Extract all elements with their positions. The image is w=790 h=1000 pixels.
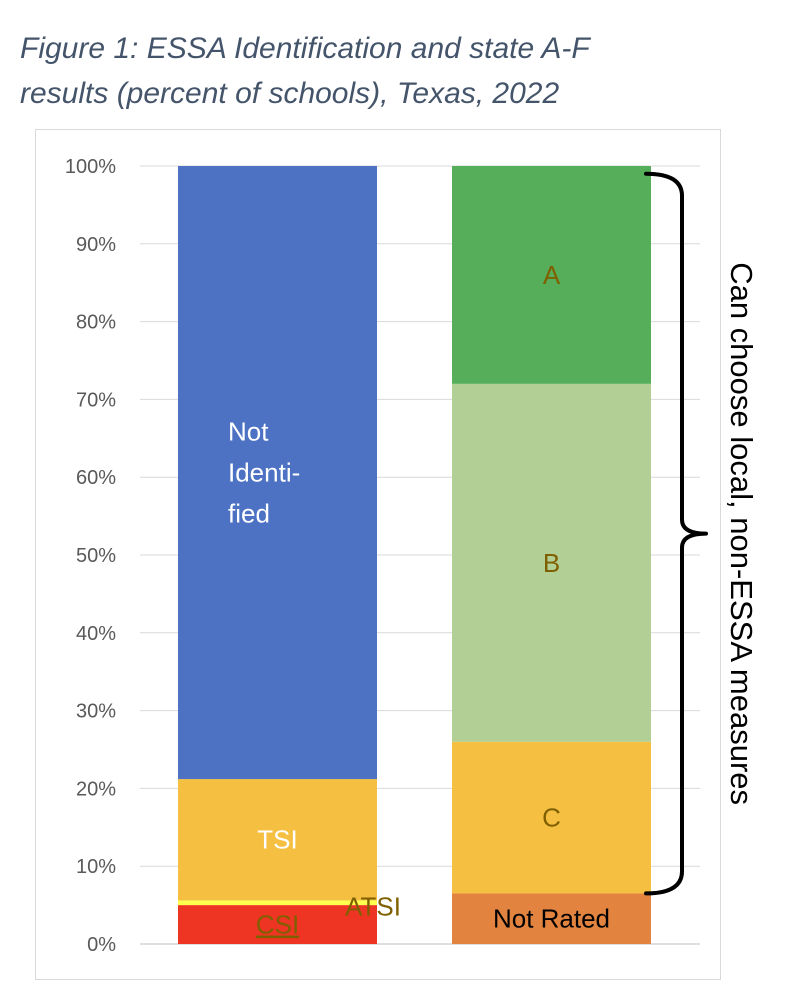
bars: [178, 166, 651, 944]
segment-label-line: Not: [228, 417, 269, 447]
y-tick-label: 80%: [76, 312, 116, 334]
bar-segment: [452, 741, 651, 894]
curly-brace: [644, 171, 708, 896]
segment-label: C: [542, 803, 561, 833]
bar-segment: [178, 166, 377, 780]
y-tick-label: 70%: [76, 389, 116, 411]
y-tick-label: 0%: [87, 934, 116, 956]
figure-title-line-2: results (percent of schools), Texas, 202…: [20, 77, 560, 110]
annotation-label: Can choose local, non-ESSA measures: [724, 262, 759, 805]
bar-segment: [178, 900, 377, 906]
y-tick-label: 100%: [65, 156, 116, 178]
bar-segment: [452, 893, 651, 944]
segment-label: TSI: [257, 825, 297, 855]
bar-segment: [178, 779, 377, 901]
segment-label-line: fied: [228, 499, 270, 529]
y-tick-label: 10%: [76, 856, 116, 878]
segment-label: Not Rated: [493, 904, 610, 934]
y-tick-label: 40%: [76, 623, 116, 645]
figure-title-line-1: Figure 1: ESSA Identification and state …: [20, 32, 590, 65]
segment-label-line: Identi-: [228, 458, 300, 488]
bar-segment: [178, 905, 377, 944]
bar-segment: [452, 166, 651, 384]
segment-label: Not Identi-fied: [228, 417, 300, 529]
y-tick-label: 50%: [76, 545, 116, 567]
y-tick-label: 30%: [76, 701, 116, 723]
y-axis-ticks: 0% 10% 20% 30% 40% 50% 60% 70% 80% 90% 100%: [65, 156, 116, 956]
y-tick-label: 20%: [76, 778, 116, 800]
annotation: Can choose local, non-ESSA measures: [644, 171, 759, 896]
segment-labels: CSI ATSI TSI Not Identi-fied Not Rated C B A: [228, 260, 610, 940]
segment-label: ATSI: [345, 891, 401, 921]
y-tick-label: 90%: [76, 234, 116, 256]
chart-frame: [35, 129, 721, 980]
segment-label: A: [543, 260, 561, 290]
segment-label: CSI: [256, 910, 299, 940]
segment-label: B: [543, 548, 560, 578]
figure-title: Figure 1: ESSA Identification and state …: [20, 26, 770, 116]
y-tick-label: 60%: [76, 467, 116, 489]
bar-segment: [452, 383, 651, 742]
